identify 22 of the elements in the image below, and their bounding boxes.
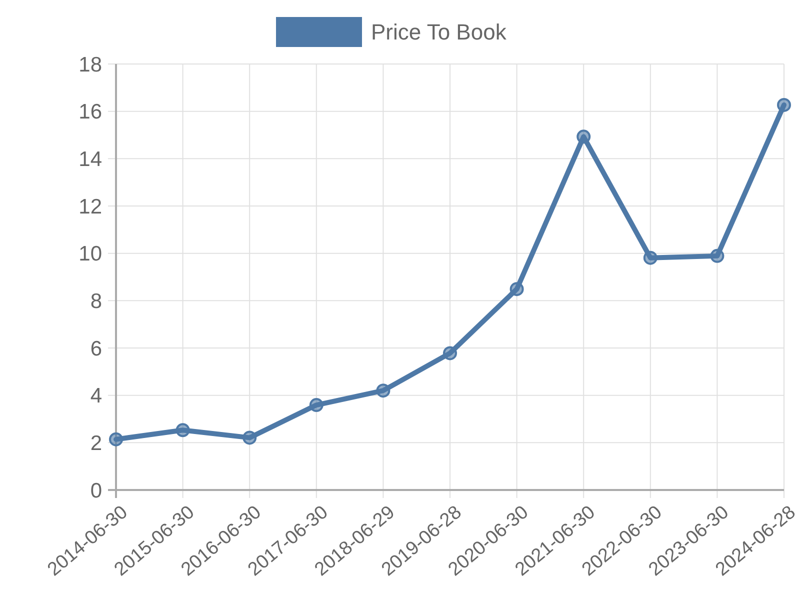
legend-label: Price To Book [371, 20, 508, 45]
y-tick-label: 8 [90, 290, 102, 314]
y-tick-label: 18 [78, 53, 102, 76]
point [309, 398, 324, 412]
point [710, 248, 724, 263]
y-tick-label: 14 [78, 148, 102, 172]
y-tick-label: 12 [78, 195, 102, 218]
point [643, 250, 658, 265]
point [109, 432, 123, 446]
point [510, 282, 524, 296]
y-tick-label: 10 [78, 242, 102, 266]
point [443, 346, 457, 360]
point [242, 430, 257, 445]
y-tick-label: 2 [90, 432, 102, 456]
point [576, 130, 591, 144]
y-tick-label: 0 [90, 479, 102, 502]
point [777, 98, 791, 112]
y-tick-label: 6 [90, 337, 102, 360]
y-tick-label: 16 [78, 100, 102, 124]
y-tick-label: 4 [90, 384, 102, 408]
point [176, 423, 190, 438]
point [376, 384, 390, 398]
